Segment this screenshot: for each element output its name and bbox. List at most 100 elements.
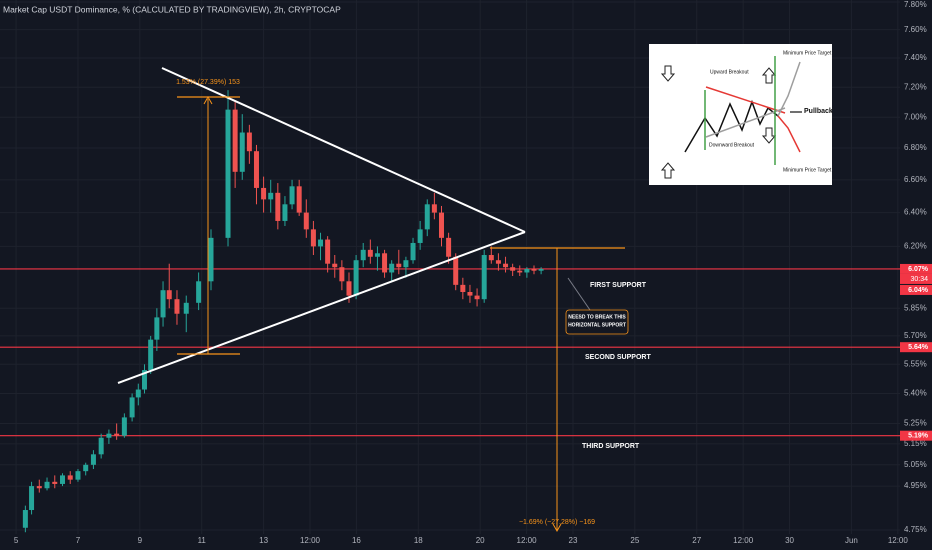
candle-body — [517, 270, 523, 273]
candle-body — [160, 290, 166, 318]
candle-body — [296, 186, 302, 213]
candle-body — [339, 267, 345, 282]
countdown: 30:34 — [910, 276, 928, 283]
support-label: FIRST SUPPORT — [590, 282, 647, 289]
candle-body — [467, 292, 473, 296]
candle-body — [346, 281, 352, 296]
price-label-box — [900, 284, 932, 295]
price-label-box — [900, 430, 932, 441]
candle-body — [396, 263, 402, 268]
candle-body — [208, 237, 214, 282]
candle-body — [90, 454, 96, 465]
arrow-head — [203, 95, 213, 105]
x-tick-label: 18 — [414, 536, 423, 545]
candle-body — [382, 253, 388, 273]
x-tick-label: 20 — [476, 536, 485, 545]
y-tick-label: 5.40% — [904, 389, 927, 398]
candle-body — [59, 475, 65, 484]
y-tick-label: 4.75% — [904, 525, 927, 534]
candle-body — [417, 229, 423, 243]
price-label: 5.19% — [908, 433, 929, 440]
candle-body — [154, 317, 160, 340]
resistance — [705, 86, 786, 114]
price-path — [684, 99, 779, 153]
y-tick-label: 7.20% — [904, 82, 927, 91]
candle-body — [253, 151, 259, 188]
candle-body — [488, 255, 494, 261]
candles — [22, 90, 544, 533]
candle-body — [318, 239, 324, 247]
y-tick-label: 4.95% — [904, 481, 927, 490]
candle-body — [289, 186, 295, 205]
note-text: HORIZONTAL SUPPORT — [568, 322, 626, 328]
icon — [761, 67, 777, 84]
candle-body — [22, 510, 28, 528]
note-text: NEESD TO BREAK THIS — [568, 314, 626, 320]
inset-label: Minimum Price Target — [783, 167, 832, 173]
x-tick-label: 13 — [259, 536, 268, 545]
y-tick-label: 6.60% — [904, 175, 927, 184]
candle-body — [36, 486, 42, 489]
candle-body — [246, 132, 252, 152]
candle-body — [174, 299, 180, 314]
x-tick-label: 27 — [692, 536, 701, 545]
candle-body — [83, 464, 89, 472]
x-tick-label: 30 — [785, 536, 794, 545]
candle-body — [403, 260, 409, 268]
x-tick-label: 9 — [138, 536, 143, 545]
candle-body — [446, 237, 452, 257]
y-tick-label: 5.70% — [904, 331, 927, 340]
candle-body — [141, 370, 147, 390]
candle-body — [135, 389, 141, 398]
candle-body — [374, 253, 380, 257]
price-label: 5.64% — [908, 344, 929, 351]
inset-label: Downward Breakout — [709, 142, 755, 148]
x-tick-label: 25 — [630, 536, 639, 545]
y-tick-label: 7.00% — [904, 112, 927, 121]
x-tick-label: 11 — [198, 536, 207, 545]
axes: 7.80% 7.60% 7.40% 7.20% 7.00% 6.80% 6.60% 6.40%… — [14, 0, 932, 545]
candle-body — [474, 295, 480, 300]
x-tick-label: 12:00 — [888, 536, 909, 545]
candle-body — [75, 471, 81, 480]
candle-body — [44, 481, 50, 489]
candle-body — [67, 475, 73, 480]
candle-body — [166, 290, 172, 300]
chart-title: Market Cap USDT Dominance, % (CALCULATED… — [3, 4, 341, 14]
y-tick-label: 5.25% — [904, 419, 927, 428]
candle-body — [410, 242, 416, 261]
candle-body — [52, 481, 58, 484]
price-label-box — [900, 342, 932, 353]
note-box — [565, 309, 629, 335]
candle-body — [353, 260, 359, 296]
y-tick-label: 5.55% — [904, 359, 927, 368]
price-label: 6.07% — [908, 266, 929, 273]
candle-body — [460, 284, 466, 293]
x-tick-label: 12:00 — [300, 536, 321, 545]
breakout-down — [777, 115, 801, 153]
icon — [660, 65, 676, 82]
candle-body — [148, 339, 154, 371]
candle-body — [239, 132, 245, 172]
x-tick-label: Jun — [845, 536, 858, 545]
candle-body — [114, 433, 120, 436]
support-label: THIRD SUPPORT — [582, 443, 640, 450]
candle-body — [29, 486, 35, 511]
candle-body — [310, 229, 316, 247]
y-tick-label: 7.60% — [904, 25, 927, 34]
price-label-box — [900, 263, 932, 274]
icon — [660, 162, 676, 179]
candle-body — [538, 268, 544, 271]
note-connector — [567, 277, 591, 311]
x-tick-label: 7 — [76, 536, 81, 545]
candle-body — [431, 204, 437, 213]
x-tick-label: 12:00 — [517, 536, 538, 545]
candle-body — [268, 192, 274, 200]
inset-label: Pullback — [804, 108, 833, 115]
support — [705, 107, 786, 138]
x-tick-label: 5 — [14, 536, 19, 545]
inset-background — [649, 44, 832, 185]
arrow-head — [552, 523, 562, 533]
